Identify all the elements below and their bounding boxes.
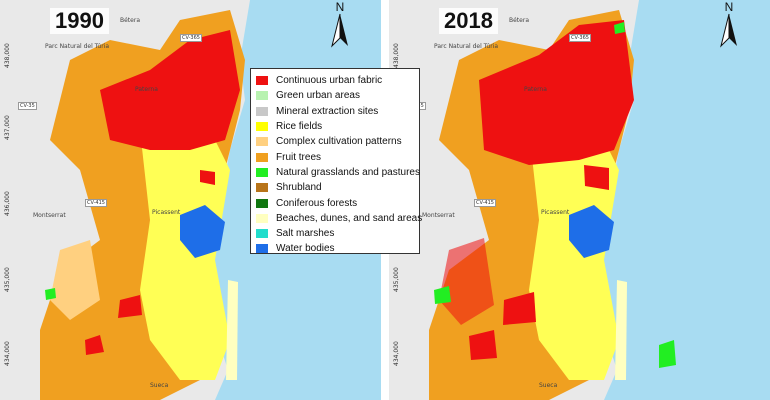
road-label: CV-415: [85, 199, 107, 207]
legend-label: Fruit trees: [276, 151, 322, 163]
legend-item: Beaches, dunes, and sand areas: [256, 211, 422, 226]
legend-item: Continuous urban fabric: [256, 73, 414, 88]
year-label: 2018: [439, 8, 498, 34]
road-label: CV-365: [180, 34, 202, 42]
legend-swatch: [256, 106, 268, 116]
road-label: CV-35: [18, 102, 37, 110]
legend-label: Rice fields: [276, 121, 323, 133]
land-cover-map-2018: [389, 0, 770, 400]
legend-swatch: [256, 213, 268, 223]
place-label: Sueca: [150, 382, 169, 389]
legend-item: Rice fields: [256, 119, 414, 134]
legend-label: Shrubland: [276, 182, 322, 194]
coord-label: 435,000: [4, 267, 11, 292]
legend-label: Complex cultivation patterns: [276, 136, 402, 148]
legend-label: Salt marshes: [276, 228, 335, 240]
legend-label: Continuous urban fabric: [276, 75, 383, 87]
coord-label: 438,000: [393, 43, 400, 68]
legend-swatch: [256, 91, 268, 101]
legend-swatch: [256, 183, 268, 193]
place-label: Bétera: [509, 17, 529, 24]
legend-item: Green urban areas: [256, 88, 414, 103]
road-label: CV-415: [474, 199, 496, 207]
map-panel-2018: 2018 N 438,000 437,000 436,000 435,000 4…: [389, 0, 770, 400]
north-arrow-icon: N: [331, 0, 348, 48]
legend-item: Mineral extraction sites: [256, 104, 414, 119]
map-legend: Continuous urban fabric Green urban area…: [250, 68, 422, 256]
legend-label: Beaches, dunes, and sand areas: [276, 212, 423, 224]
legend-label: Coniferous forests: [276, 197, 358, 209]
legend-item: Complex cultivation patterns: [256, 134, 414, 149]
legend-swatch: [256, 152, 268, 162]
place-label: Parc Natural del Túria: [45, 43, 110, 50]
place-label: Picassent: [541, 209, 570, 216]
year-label: 1990: [50, 8, 109, 34]
place-label: Bétera: [120, 17, 140, 24]
legend-item: Coniferous forests: [256, 195, 414, 210]
legend-label: Water bodies: [276, 243, 335, 255]
coord-label: 436,000: [4, 191, 11, 216]
legend-label: Green urban areas: [276, 90, 360, 102]
svg-text:N: N: [336, 0, 345, 14]
road-label: CV-365: [569, 34, 591, 42]
place-label: Parc Natural del Túria: [434, 43, 499, 50]
legend-swatch: [256, 137, 268, 147]
legend-label: Mineral extraction sites: [276, 105, 379, 117]
coord-label: 434,000: [393, 341, 400, 366]
place-label: Sueca: [539, 382, 558, 389]
legend-swatch: [256, 167, 268, 177]
legend-item: Fruit trees: [256, 149, 414, 164]
place-label: Picassent: [152, 209, 181, 216]
legend-item: Shrubland: [256, 180, 414, 195]
place-label: Paterna: [524, 86, 547, 93]
place-label: Paterna: [135, 86, 158, 93]
coord-label: 438,000: [4, 43, 11, 68]
map-panel-1990: 1990 N 438,000 437,000 436,000 435,000 4…: [0, 0, 382, 400]
legend-item: Water bodies: [256, 241, 414, 256]
north-arrow-icon: N: [720, 0, 737, 48]
coord-label: 437,000: [4, 115, 11, 140]
legend-item: Salt marshes: [256, 226, 414, 241]
legend-swatch: [256, 229, 268, 239]
legend-swatch: [256, 76, 268, 86]
place-label: Montserrat: [422, 212, 455, 219]
legend-label: Natural grasslands and pastures: [276, 166, 420, 178]
legend-swatch: [256, 244, 268, 254]
legend-swatch: [256, 198, 268, 208]
svg-text:N: N: [725, 0, 734, 14]
coord-label: 434,000: [4, 341, 11, 366]
land-cover-map-1990: [0, 0, 381, 400]
legend-item: Natural grasslands and pastures: [256, 165, 420, 180]
legend-swatch: [256, 122, 268, 132]
place-label: Montserrat: [33, 212, 66, 219]
coord-label: 435,000: [393, 267, 400, 292]
